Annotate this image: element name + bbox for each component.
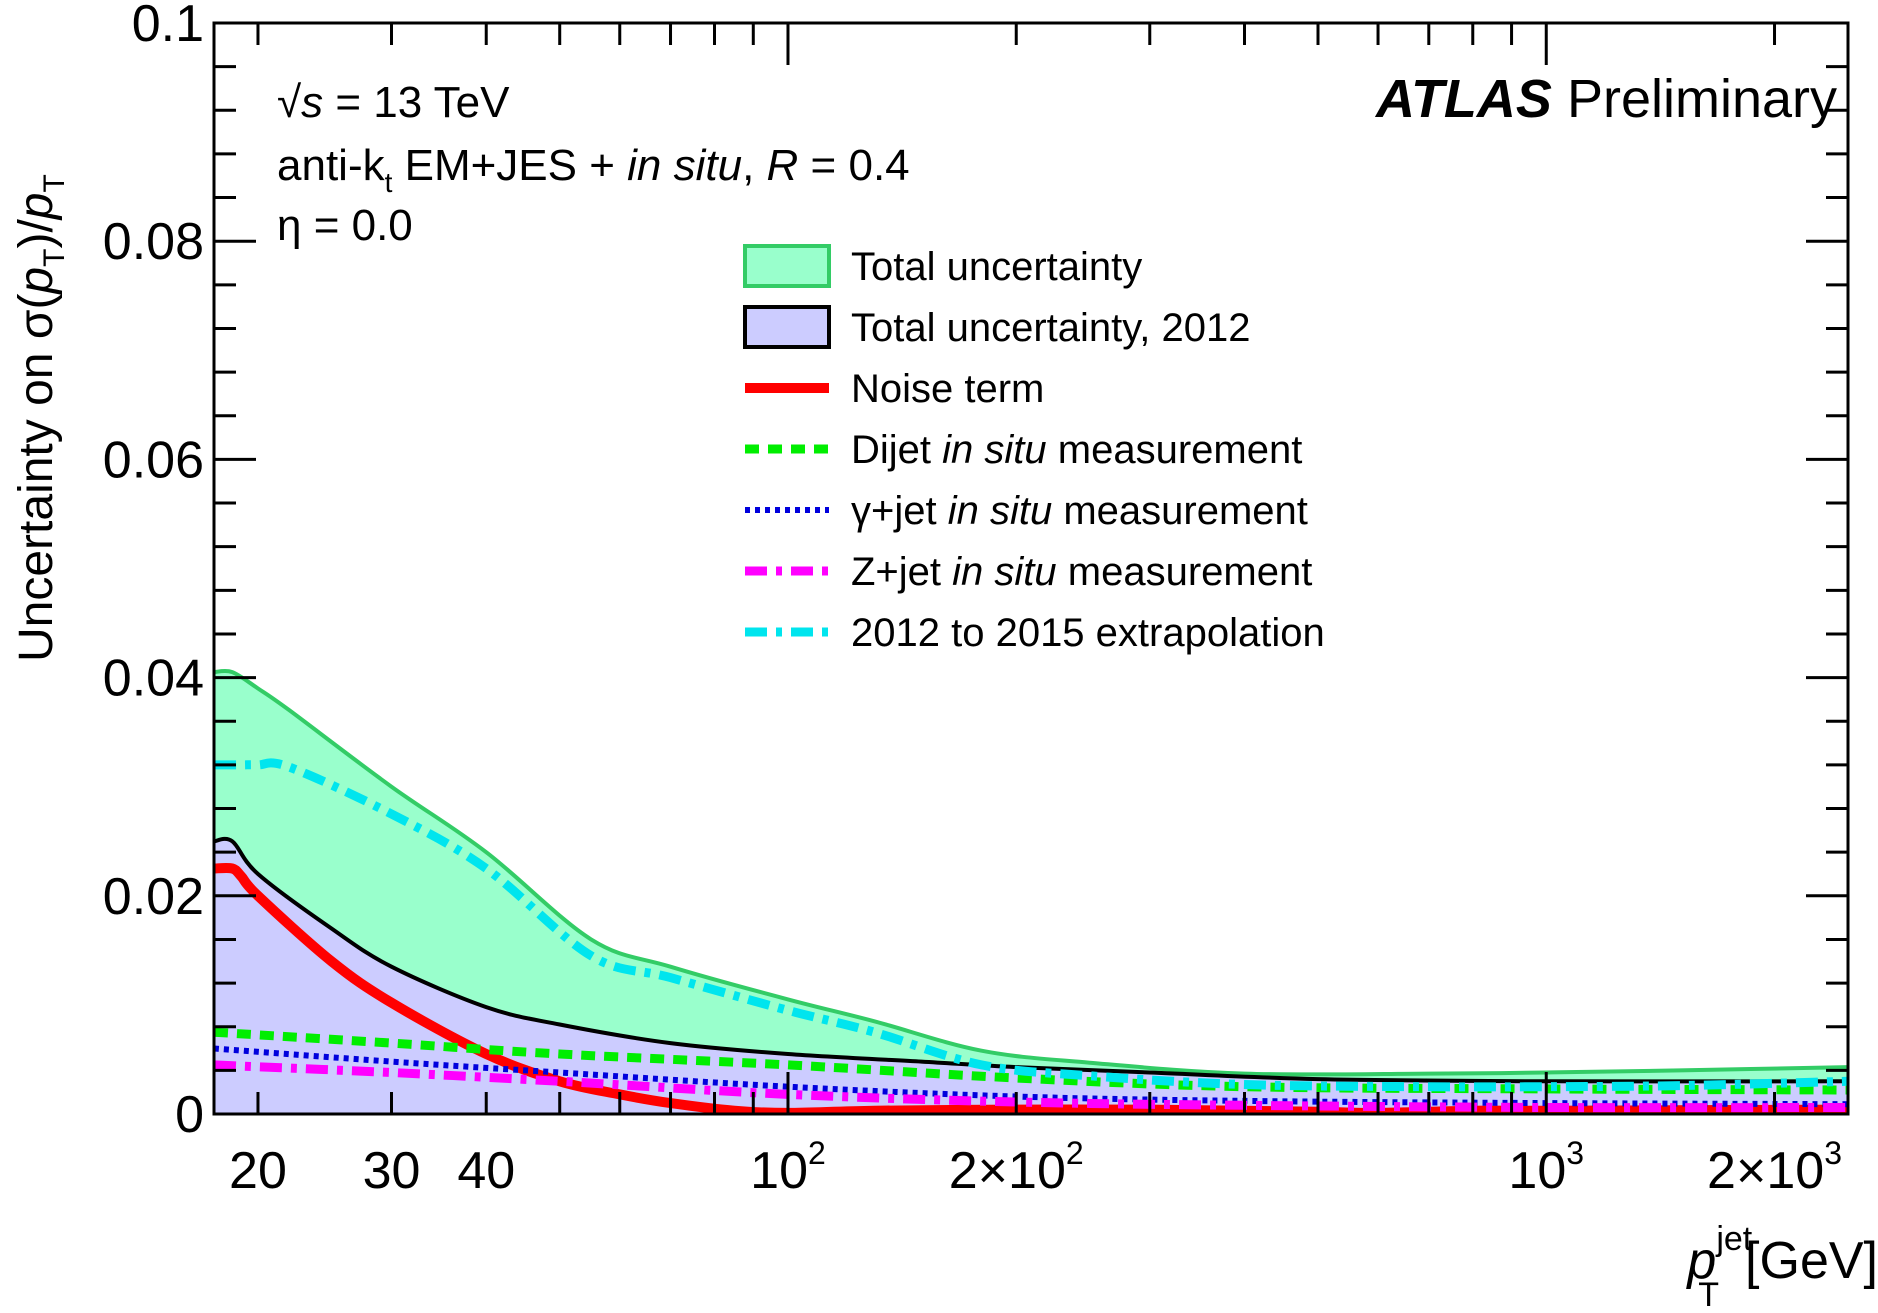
x-tick-label: 30: [363, 1142, 421, 1200]
axes: 0 0.02 0.04 0.06 0.08 0.1 20 30 40 102 2×102 103 2×1…: [103, 0, 1850, 1200]
x-tick-label: 103: [1508, 1135, 1584, 1200]
band-total-uncertainty-2012: [214, 838, 1848, 1114]
band-edge-total-uncertainty-2012: [214, 836, 1848, 1084]
y-tick-label: 0: [175, 1086, 204, 1144]
legend-label: Total uncertainty: [851, 245, 1142, 289]
band-edge-total-uncertainty: [214, 668, 1848, 1077]
legend-label: 2012 to 2015 extrapolation: [851, 611, 1325, 655]
x-tick-label: 2×103: [1707, 1135, 1842, 1200]
legend-swatch-total-uncertainty-2012: [743, 305, 831, 349]
x-tick-label: 40: [457, 1142, 515, 1200]
x-tick-label: 2×102: [949, 1135, 1084, 1200]
algorithm-annotation: anti-kt EM+JES + in situ, R = 0.4: [277, 141, 910, 198]
x-tick-label: 102: [750, 1135, 826, 1200]
x-axis-title: pjet T[GeV]: [1685, 1220, 1878, 1313]
y-axis-title: Uncertainty on σ(pT)/pT: [10, 174, 71, 662]
legend-label: Dijet in situ measurement: [851, 428, 1302, 472]
x-tick-label: 20: [229, 1142, 287, 1200]
series-2012-to-2015-extrapolation: [214, 758, 1848, 1092]
plot-frame: [212, 21, 1850, 1116]
legend-label: Z+jet in situ measurement: [851, 550, 1312, 594]
y-tick-label: 0.02: [103, 868, 204, 926]
y-tick-label: 0.08: [103, 213, 204, 271]
legend-label: Total uncertainty, 2012: [851, 306, 1251, 350]
legend-label: γ+jet in situ measurement: [851, 489, 1308, 533]
legend-label: Noise term: [851, 367, 1044, 411]
series-layer: [214, 668, 1848, 1114]
series-z-jet-in-situ-measurement: [214, 1060, 1848, 1113]
atlas-label: ATLAS Preliminary: [1374, 69, 1837, 129]
energy-annotation: √s = 13 TeV: [277, 78, 510, 127]
legend: Total uncertainty Total uncertainty, 2012…: [743, 244, 1325, 655]
y-tick-label: 0.04: [103, 650, 204, 708]
eta-annotation: η = 0.0: [277, 201, 413, 250]
y-tick-label: 0.06: [103, 431, 204, 489]
y-tick-label: 0.1: [132, 0, 204, 53]
band-total-uncertainty: [214, 670, 1848, 1114]
legend-swatch-total-uncertainty: [743, 244, 831, 288]
